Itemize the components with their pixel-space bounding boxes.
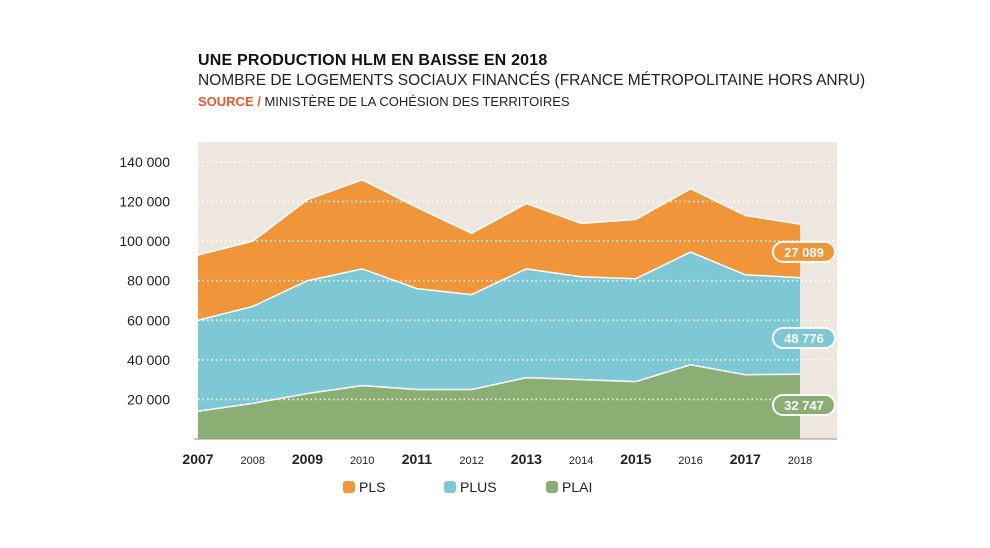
y-tick-label: 120 000 <box>119 194 170 210</box>
y-tick-label: 60 000 <box>127 312 170 328</box>
series-line-pls <box>197 178 801 256</box>
value-label-plus: 48 776 <box>784 331 824 346</box>
chart-title: UNE PRODUCTION HLM EN BAISSE EN 2018 <box>198 52 548 69</box>
legend-label-plai: PLAI <box>562 479 592 495</box>
area-pls <box>198 179 800 321</box>
area-plus <box>198 252 800 412</box>
x-tick-label: 2014 <box>569 455 593 467</box>
x-tick-label: 2018 <box>788 455 812 467</box>
x-tick-label: 2010 <box>350 455 374 467</box>
y-tick-label: 80 000 <box>127 273 170 289</box>
y-tick-label: 40 000 <box>127 352 170 368</box>
x-tick-label: 2009 <box>292 451 323 467</box>
y-tick-label: 140 000 <box>119 154 170 170</box>
x-tick-label: 2011 <box>402 451 433 467</box>
y-tick-label: 20 000 <box>127 391 170 407</box>
source-text: MINISTÈRE DE LA COHÉSION DES TERRITOIRES <box>264 94 570 109</box>
x-tick-label: 2017 <box>730 451 761 467</box>
value-label-plai: 32 747 <box>784 398 824 413</box>
legend-swatch-plai <box>546 481 558 493</box>
area-plai <box>198 364 800 439</box>
x-tick-label: 2007 <box>182 451 213 467</box>
value-badge-plai <box>772 394 836 416</box>
source-label: SOURCE / <box>198 94 261 109</box>
legend-swatch-plus <box>444 481 456 493</box>
chart-source: SOURCE / MINISTÈRE DE LA COHÉSION DES TE… <box>198 94 865 109</box>
legend-swatch-pls <box>343 481 355 493</box>
x-tick-label: 2013 <box>511 451 542 467</box>
x-tick-label: 2015 <box>620 451 651 467</box>
value-badge-pls <box>772 240 836 263</box>
x-tick-label: 2012 <box>459 455 483 467</box>
legend-label-pls: PLS <box>359 479 385 495</box>
legend-label-plus: PLUS <box>460 479 497 495</box>
value-label-pls: 27 089 <box>784 245 824 260</box>
x-tick-label: 2016 <box>678 455 702 467</box>
chart-subtitle: NOMBRE DE LOGEMENTS SOCIAUX FINANCÉS (FR… <box>198 72 866 89</box>
chart-header: UNE PRODUCTION HLM EN BAISSE EN 2018 NOM… <box>198 52 865 109</box>
y-tick-label: 100 000 <box>119 233 170 249</box>
x-tick-label: 2008 <box>240 455 264 467</box>
value-badge-plus <box>772 326 836 349</box>
series-line-plus <box>197 251 801 322</box>
series-line-plai <box>197 364 801 413</box>
